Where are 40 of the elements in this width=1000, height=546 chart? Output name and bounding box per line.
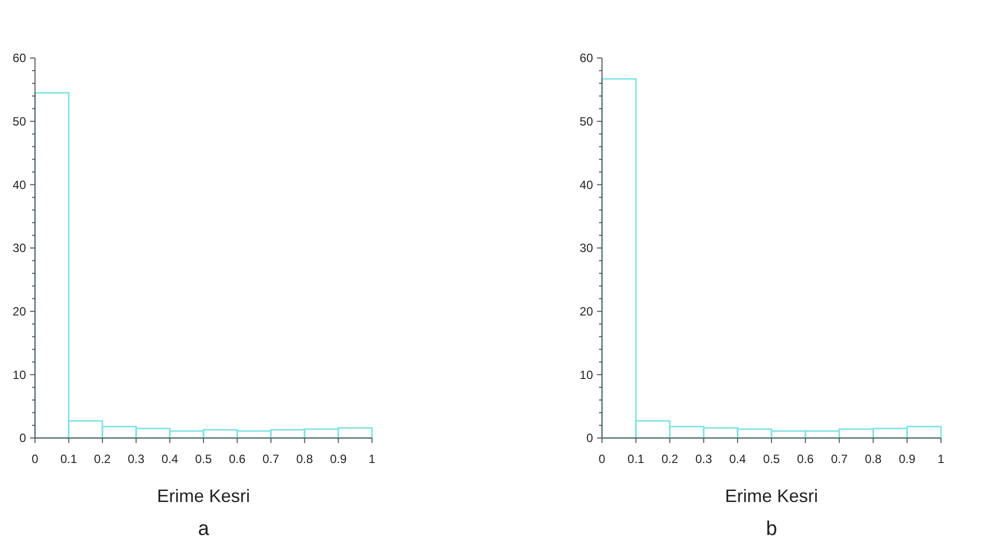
text: b xyxy=(766,518,778,540)
x-tick-label: 0.3 xyxy=(128,452,145,466)
y-tick-label: 10 xyxy=(12,368,26,382)
y-tick-label: 40 xyxy=(12,178,26,192)
x-tick-label: 0.9 xyxy=(898,452,916,466)
x-axis-title: Erime Kesri xyxy=(724,486,818,506)
x-tick-label: 0 xyxy=(598,452,606,466)
x-tick-label: 0.7 xyxy=(262,452,280,466)
y-tick-label: 30 xyxy=(580,241,594,256)
y-tick-label: 60 xyxy=(580,51,594,66)
y-tick-label: 50 xyxy=(580,114,594,129)
x-tick-label: 0.8 xyxy=(296,452,314,466)
y-tick-label: 0 xyxy=(586,431,594,446)
x-tick-label: 0.3 xyxy=(695,452,712,466)
y-tick-label: 30 xyxy=(12,241,26,256)
x-tick-label: 0.5 xyxy=(763,452,780,466)
x-tick-label: 0.2 xyxy=(661,452,678,466)
y-tick-label: 10 xyxy=(580,368,594,382)
x-tick-label: 1 xyxy=(938,452,945,466)
y-tick-label: 50 xyxy=(12,114,26,129)
x-tick-label: 0.6 xyxy=(228,452,246,466)
x-axis-title: Erime Kesri xyxy=(156,486,250,506)
x-tick-label: 0.4 xyxy=(161,452,178,466)
y-tick-label: 20 xyxy=(580,304,594,319)
x-tick-label: 0.2 xyxy=(94,452,112,466)
x-tick-label: 0.1 xyxy=(60,452,78,466)
text: a xyxy=(198,518,210,540)
x-tick-label: 0.1 xyxy=(628,452,645,466)
x-tick-label: 0.5 xyxy=(195,452,212,466)
y-tick-label: 20 xyxy=(12,304,26,319)
x-tick-label: 0.9 xyxy=(330,452,347,466)
y-tick-label: 0 xyxy=(19,431,26,446)
x-tick-label: 0.6 xyxy=(797,452,814,466)
y-tick-label: 40 xyxy=(580,178,594,192)
x-tick-label: 0.8 xyxy=(864,452,882,466)
x-tick-label: 1 xyxy=(368,452,376,466)
x-tick-label: 0 xyxy=(32,452,39,466)
x-tick-label: 0.7 xyxy=(830,452,848,466)
x-tick-label: 0.4 xyxy=(729,452,746,466)
y-tick-label: 60 xyxy=(12,51,26,66)
